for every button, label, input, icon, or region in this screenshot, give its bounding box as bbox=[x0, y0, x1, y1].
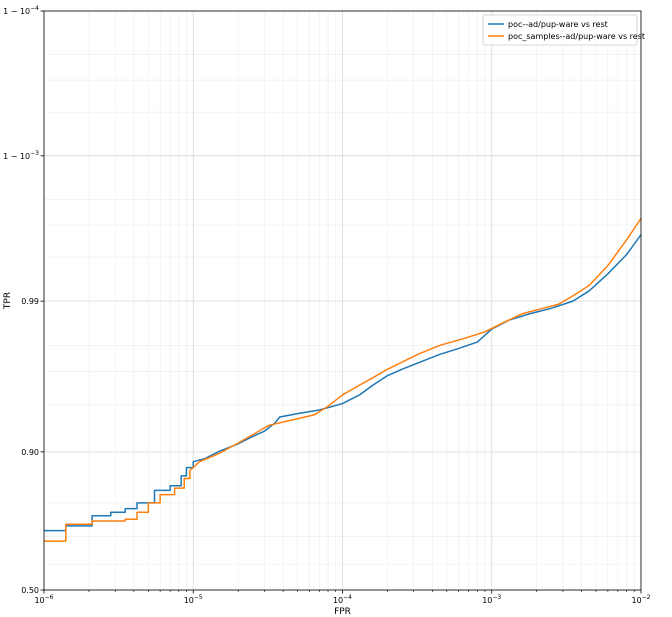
legend-entry-label: poc_samples--ad/pup-ware vs rest bbox=[508, 32, 645, 41]
y-axis-label: TPR bbox=[3, 292, 13, 310]
y-tick-label: 1 − 10−4 bbox=[3, 5, 39, 16]
legend: poc--ad/pup-ware vs rest poc_samples--ad/… bbox=[482, 14, 645, 46]
x-tick-label: 10−5 bbox=[184, 594, 203, 605]
tick-layer: 10−6 10−5 10−4 10−3 10−20.500.900.991 − 10−3… bbox=[3, 5, 651, 605]
y-tick-label-exponent: −3 bbox=[30, 150, 39, 157]
x-tick-label-base: 10 bbox=[184, 596, 194, 605]
x-tick-label-exponent: −6 bbox=[45, 594, 54, 601]
y-tick-label-text: 0.90 bbox=[21, 448, 39, 457]
legend-entry-label: poc--ad/pup-ware vs rest bbox=[508, 20, 608, 29]
x-tick-label-base: 10 bbox=[631, 596, 641, 605]
y-tick-label-text: 0.99 bbox=[21, 297, 39, 306]
legend-box bbox=[482, 14, 638, 46]
x-tick-label-exponent: −4 bbox=[343, 594, 352, 601]
y-tick-label-text: 1 − 10 bbox=[3, 152, 30, 161]
x-tick-label-base: 10 bbox=[34, 596, 44, 605]
x-tick-label: 10−4 bbox=[333, 594, 352, 605]
x-tick-label-exponent: −2 bbox=[642, 594, 651, 601]
y-tick-label: 0.99 bbox=[21, 297, 39, 306]
series-line-2 bbox=[44, 217, 642, 542]
x-tick-label-exponent: −3 bbox=[492, 594, 501, 601]
x-tick-label-base: 10 bbox=[333, 596, 343, 605]
series-layer bbox=[44, 217, 642, 542]
y-tick-label-exponent: −4 bbox=[30, 5, 39, 12]
x-tick-label: 10−3 bbox=[482, 594, 501, 605]
y-tick-label-text: 0.50 bbox=[21, 586, 39, 595]
x-tick-label: 10−6 bbox=[34, 594, 53, 605]
grid-layer bbox=[43, 10, 642, 591]
x-tick-label-exponent: −5 bbox=[194, 594, 203, 601]
y-tick-label: 0.90 bbox=[21, 448, 39, 457]
y-tick-label: 0.50 bbox=[21, 586, 39, 595]
x-tick-label-base: 10 bbox=[482, 596, 492, 605]
y-tick-label: 1 − 10−3 bbox=[3, 150, 39, 161]
x-tick-label: 10−2 bbox=[631, 594, 650, 605]
x-axis-label: FPR bbox=[334, 607, 351, 617]
y-tick-label-text: 1 − 10 bbox=[3, 7, 30, 16]
